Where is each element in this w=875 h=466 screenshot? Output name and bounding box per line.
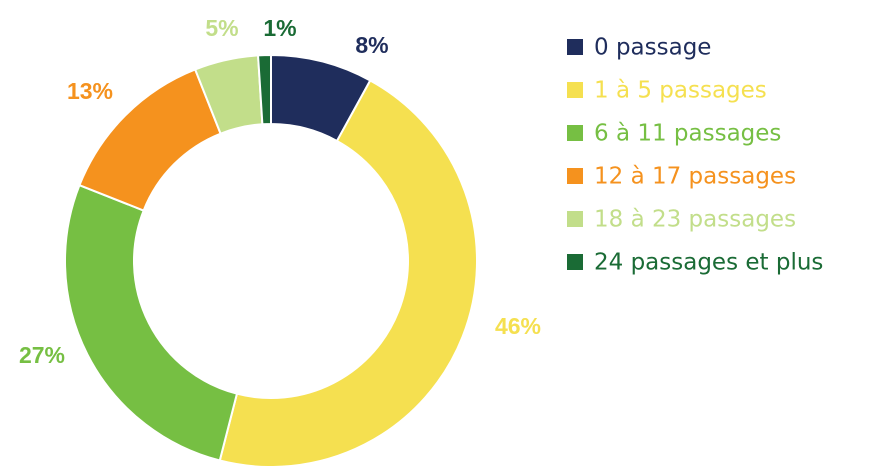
legend-label: 18 à 23 passages <box>594 207 796 233</box>
value-label: 5% <box>205 15 238 41</box>
legend-swatch <box>567 82 583 98</box>
legend-swatch <box>567 254 583 270</box>
legend-swatch <box>567 39 583 55</box>
legend-label: 12 à 17 passages <box>594 164 796 190</box>
legend-label: 1 à 5 passages <box>594 78 767 104</box>
value-label: 1% <box>263 15 296 41</box>
legend-label: 6 à 11 passages <box>594 121 781 147</box>
legend-label: 24 passages et plus <box>594 250 823 276</box>
value-label: 27% <box>19 342 65 368</box>
legend-swatch <box>567 168 583 184</box>
value-label: 8% <box>355 32 388 58</box>
value-label: 46% <box>495 313 541 339</box>
legend-swatch <box>567 125 583 141</box>
donut-segment <box>218 79 478 466</box>
value-label: 13% <box>67 78 113 104</box>
legend-label: 0 passage <box>594 35 711 61</box>
legend-swatch <box>567 211 583 227</box>
donut-segment <box>257 53 272 126</box>
donut-segment <box>64 183 239 462</box>
